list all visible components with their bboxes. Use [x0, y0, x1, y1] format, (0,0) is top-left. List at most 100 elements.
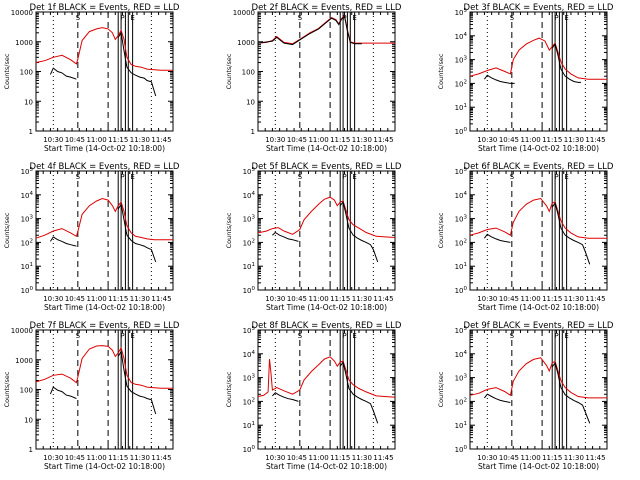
panel-det-5f: Det 5f BLACK = Events, RED = LLD10010110…	[225, 162, 402, 312]
x-tick-label: 10:45	[65, 454, 85, 462]
time-marker-letter: S	[76, 14, 81, 22]
lld-series-line	[35, 27, 173, 71]
y-tick-exponent: 2	[464, 397, 468, 403]
time-marker-letter: E	[352, 173, 356, 181]
y-tick-label: 10	[24, 416, 33, 424]
time-marker-letter: P	[554, 14, 558, 22]
y-tick-exponent: 2	[252, 238, 256, 244]
x-tick-label: 10:45	[65, 136, 85, 144]
y-tick-label: 103	[243, 215, 256, 224]
y-tick-label: 101	[243, 262, 255, 271]
x-tick-label: 11:00	[86, 136, 106, 144]
x-tick-label: 11:00	[86, 295, 106, 303]
y-tick-exponent: 5	[464, 8, 468, 14]
panel-title: Det 7f BLACK = Events, RED = LLD	[30, 321, 180, 331]
panel-det-3f: Det 3f BLACK = Events, RED = LLD10010110…	[437, 3, 614, 153]
x-tick-label: 11:15	[330, 454, 350, 462]
x-tick-label: 10:30	[477, 136, 497, 144]
y-tick-exponent: 4	[464, 32, 468, 38]
time-marker-letter: S	[298, 173, 303, 181]
time-marker-letter: S	[510, 14, 515, 22]
x-tick-label: 10:30	[477, 454, 497, 462]
x-tick-label: 10:45	[499, 136, 519, 144]
y-tick-label: 100	[20, 387, 33, 395]
time-marker-letter: P	[120, 332, 124, 340]
time-marker-letter: E	[352, 14, 356, 22]
y-tick-exponent: 1	[464, 421, 468, 427]
events-series-line	[272, 231, 299, 242]
plot-frame	[35, 11, 174, 132]
x-tick-label: 11:30	[352, 136, 372, 144]
y-tick-exponent: 3	[464, 374, 468, 380]
y-tick-exponent: 1	[252, 421, 256, 427]
y-axis-label: Counts/sec	[437, 53, 445, 89]
y-tick-label: 105	[455, 8, 468, 17]
y-tick-exponent: 1	[30, 262, 34, 268]
y-axis-label: Counts/sec	[225, 371, 233, 407]
y-tick-label: 103	[455, 215, 468, 224]
x-tick-label: 11:15	[330, 295, 350, 303]
time-marker-letter: E	[564, 173, 568, 181]
y-tick-exponent: 1	[252, 262, 256, 268]
x-tick-label: 11:00	[86, 454, 106, 462]
y-tick-label: 104	[455, 350, 468, 359]
x-tick-label: 11:00	[308, 136, 328, 144]
y-tick-exponent: 5	[252, 326, 256, 332]
x-tick-label: 11:30	[130, 136, 150, 144]
lld-series-line	[257, 356, 396, 398]
x-axis-label: Start Time (14-Oct-02 10:18:00)	[266, 144, 387, 153]
y-tick-label: 104	[455, 32, 468, 41]
lld-series-line	[35, 197, 173, 241]
y-tick-exponent: 4	[464, 350, 468, 356]
x-axis-label: Start Time (14-Oct-02 10:18:00)	[266, 303, 387, 312]
y-tick-label: 102	[21, 238, 33, 247]
events-series-line	[49, 67, 77, 80]
x-axis-label: Start Time (14-Oct-02 10:18:00)	[478, 303, 599, 312]
y-tick-exponent: 1	[464, 103, 468, 109]
panel-title: Det 2f BLACK = Events, RED = LLD	[252, 3, 402, 13]
lld-series-line	[469, 37, 607, 80]
x-axis-label: Start Time (14-Oct-02 10:18:00)	[44, 462, 165, 471]
y-tick-label: 1	[29, 446, 33, 454]
y-tick-label: 1000	[237, 39, 255, 47]
y-tick-exponent: 2	[30, 238, 34, 244]
y-axis-label: Counts/sec	[437, 371, 445, 407]
events-series-line	[117, 202, 157, 263]
y-tick-exponent: 0	[252, 286, 256, 292]
time-marker-letter: S	[510, 173, 515, 181]
panel-title: Det 5f BLACK = Events, RED = LLD	[252, 162, 402, 172]
time-marker-letter: P	[120, 14, 124, 22]
panel-title: Det 4f BLACK = Events, RED = LLD	[30, 162, 180, 172]
x-axis-label: Start Time (14-Oct-02 10:18:00)	[478, 462, 599, 471]
y-tick-exponent: 4	[252, 350, 256, 356]
y-tick-label: 10000	[233, 9, 255, 17]
events-series-line	[551, 42, 581, 83]
time-marker-letter: E	[130, 332, 134, 340]
y-tick-exponent: 4	[464, 191, 468, 197]
plot-frame	[257, 11, 396, 132]
events-series-line	[551, 361, 591, 424]
x-tick-label: 10:45	[287, 295, 307, 303]
time-marker-letter: S	[76, 173, 81, 181]
y-tick-label: 101	[455, 421, 467, 430]
x-tick-label: 11:30	[564, 295, 584, 303]
y-tick-exponent: 2	[252, 397, 256, 403]
y-tick-label: 1000	[15, 357, 33, 365]
x-tick-label: 11:30	[130, 454, 150, 462]
panel-title: Det 1f BLACK = Events, RED = LLD	[30, 3, 180, 13]
y-tick-label: 103	[243, 374, 256, 383]
x-tick-label: 10:45	[287, 136, 307, 144]
y-tick-label: 100	[242, 69, 255, 77]
plot-frame	[469, 170, 608, 291]
y-tick-label: 105	[455, 326, 468, 335]
x-tick-label: 10:45	[287, 454, 307, 462]
x-tick-label: 11:45	[585, 454, 605, 462]
x-tick-label: 11:45	[373, 136, 393, 144]
y-tick-label: 103	[455, 374, 468, 383]
y-tick-label: 104	[455, 191, 468, 200]
plot-frame	[257, 170, 396, 291]
x-tick-label: 10:45	[65, 295, 85, 303]
y-tick-exponent: 4	[30, 191, 34, 197]
time-marker-letter: P	[554, 332, 558, 340]
